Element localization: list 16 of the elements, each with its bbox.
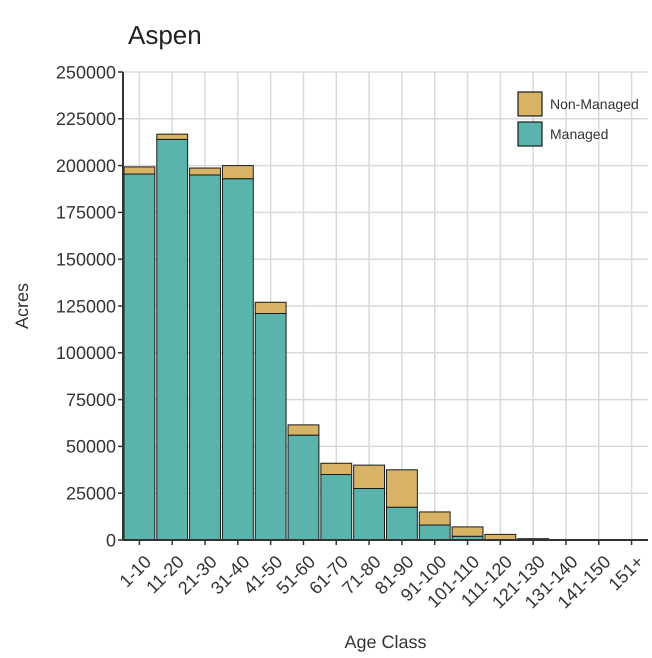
chart-title: Aspen	[128, 20, 202, 50]
y-tick-label: 100000	[56, 343, 116, 364]
legend-label: Non-Managed	[550, 96, 639, 112]
y-tick-label: 0	[106, 530, 116, 550]
y-tick-label: 25000	[66, 484, 116, 504]
y-tick-label: 50000	[66, 436, 116, 457]
y-tick-label: 225000	[56, 109, 116, 130]
x-axis-title: Age Class	[344, 632, 427, 652]
y-tick-label: 150000	[56, 250, 116, 270]
y-tick-label: 175000	[56, 202, 116, 223]
legend-label: Managed	[550, 126, 608, 142]
y-tick-label: 125000	[56, 296, 116, 316]
y-tick-label: 250000	[56, 62, 116, 82]
y-tick-label: 200000	[56, 156, 116, 176]
y-tick-label: 75000	[66, 390, 116, 410]
y-axis-title: Acres	[12, 282, 32, 330]
